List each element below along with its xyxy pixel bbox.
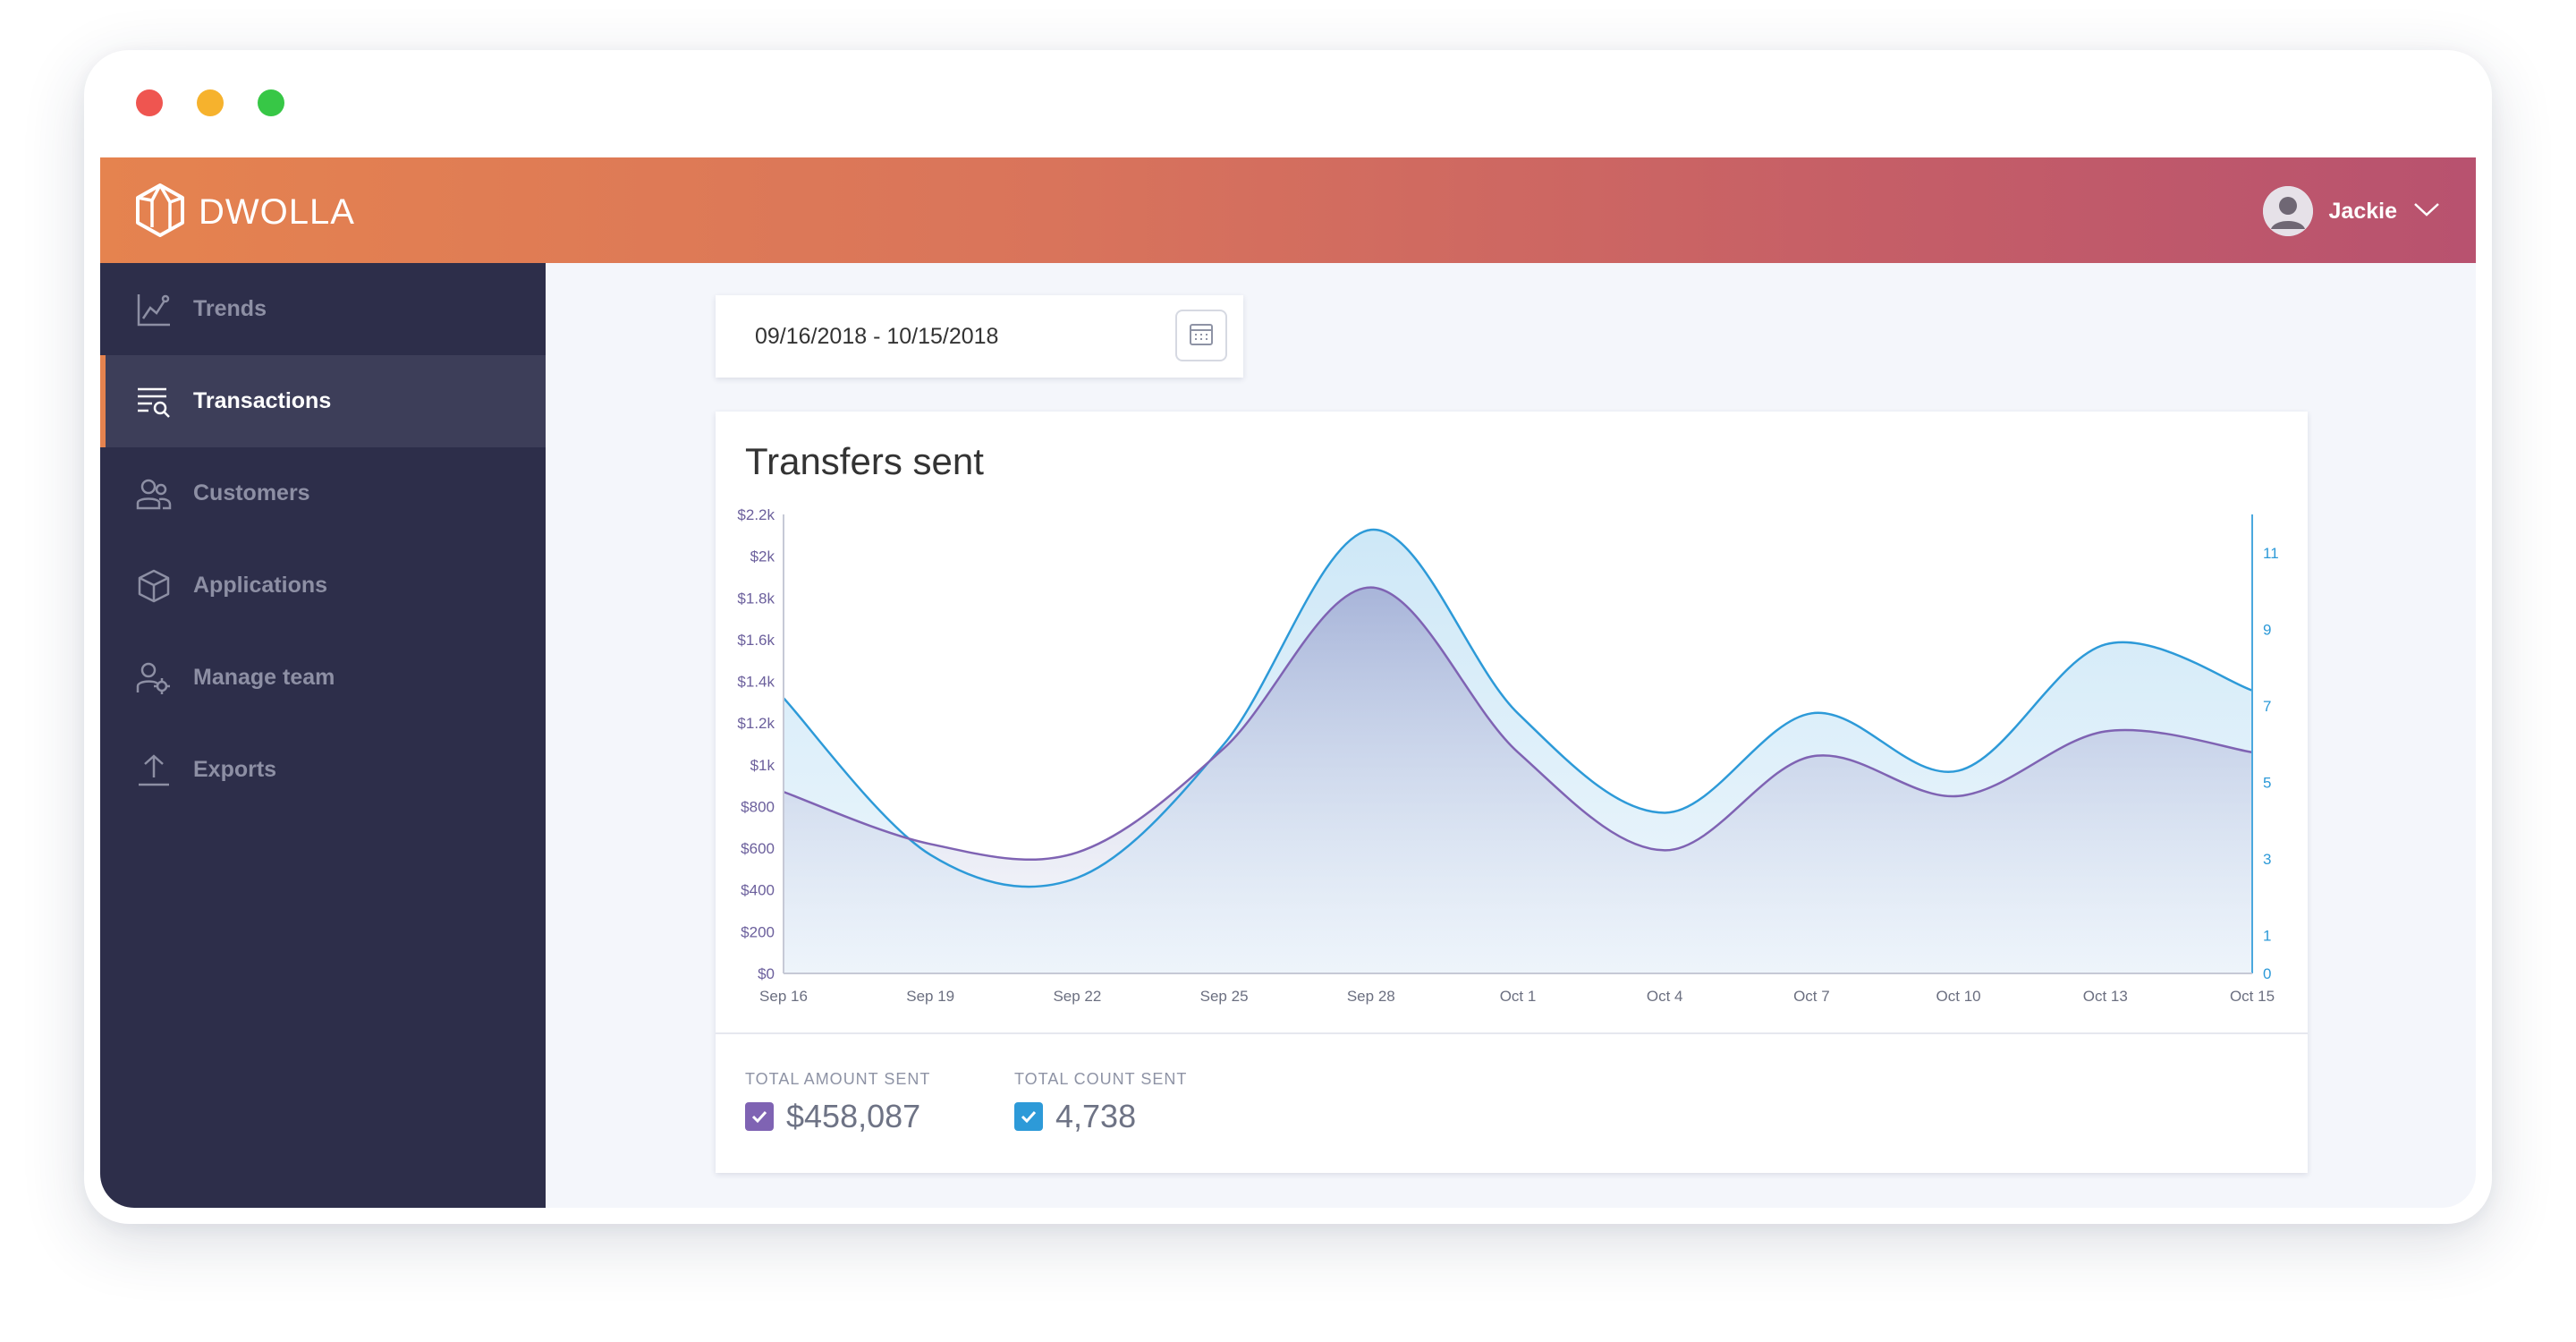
app-header: DWOLLA Jackie [100,157,2476,263]
y-right-tick-label: 0 [2263,965,2271,982]
x-tick-label: Oct 15 [2230,988,2275,1005]
count-series-line [783,528,2253,888]
sidebar-item-label: Trends [193,296,267,321]
y-left-tick-label: $2k [750,548,775,565]
dwolla-logo-icon [134,183,186,242]
stat-value: $458,087 [786,1098,921,1134]
stat-label: TOTAL AMOUNT SENT [745,1070,931,1088]
calendar-icon [1188,320,1215,352]
manage-team-icon [136,660,172,696]
y-left-tick-label: $1.8k [737,590,775,607]
stat-value: 4,738 [1055,1098,1137,1134]
applications-icon [136,568,172,604]
close-window-button[interactable] [136,89,163,116]
y-right-tick-label: 7 [2263,698,2271,715]
total-amount-stat: TOTAL AMOUNT SENT $458,087 [745,1070,930,1135]
x-tick-label: Sep 19 [906,988,954,1005]
count-series-checkbox[interactable] [1014,1102,1043,1131]
sidebar-item-applications[interactable]: Applications [100,539,546,632]
sidebar-item-exports[interactable]: Exports [100,724,546,816]
sidebar-item-label: Manage team [193,665,335,690]
sidebar-item-label: Applications [193,573,328,598]
y-left-tick-label: $1.4k [737,674,775,691]
chevron-down-icon [2413,200,2440,223]
transfers-chart: $0 $200 $400 $600 $800 $1k $1.2k $1.4k $1.6k $1.8… [737,506,2279,1005]
y-left-tick-label: $2.2k [737,506,775,523]
y-left-tick-label: $1.6k [737,632,775,649]
trends-icon [136,292,172,327]
sidebar-item-label: Customers [193,480,310,505]
browser-window: DWOLLA Jackie [84,50,2492,1224]
sidebar-item-trends[interactable]: Trends [100,263,546,355]
avatar [2262,186,2313,236]
transfers-chart-card: Transfers sent $0 $200 $400 $600 $800 $1k $1.2… [716,412,2308,1173]
x-tick-label: Sep 25 [1200,988,1249,1005]
y-left-tick-label: $400 [741,882,775,899]
x-tick-label: Sep 22 [1053,988,1101,1005]
exports-icon [136,752,172,788]
brand-name: DWOLLA [199,192,355,232]
x-tick-label: Oct 1 [1500,988,1537,1005]
x-tick-label: Oct 4 [1647,988,1683,1005]
amount-series-line [783,586,2253,861]
x-tick-label: Sep 16 [759,988,808,1005]
x-tick-label: Oct 13 [2083,988,2128,1005]
dwolla-logo[interactable]: DWOLLA [134,183,355,242]
y-left-tick-label: $200 [741,923,775,940]
y-right-tick-label: 11 [2263,545,2279,562]
x-tick-label: Oct 10 [1936,988,1981,1005]
x-tick-label: Sep 28 [1347,988,1395,1005]
sidebar-item-transactions[interactable]: Transactions [100,355,546,447]
maximize-window-button[interactable] [258,89,284,116]
y-left-tick-label: $1.2k [737,715,775,732]
sidebar: Trends Transactions Customers [100,263,546,1208]
minimize-window-button[interactable] [197,89,224,116]
x-tick-label: Oct 7 [1793,988,1830,1005]
sidebar-item-manage-team[interactable]: Manage team [100,632,546,724]
chart-title: Transfers sent [745,440,984,482]
transactions-icon [136,384,172,420]
y-right-tick-label: 9 [2263,621,2271,638]
y-right-tick-label: 3 [2263,851,2271,868]
window-controls [136,89,284,116]
y-left-tick-label: $0 [758,965,775,982]
divider [716,1032,2308,1034]
sidebar-item-customers[interactable]: Customers [100,447,546,539]
customers-icon [136,476,172,512]
checkmark-icon [751,1110,767,1124]
total-count-stat: TOTAL COUNT SENT 4,738 [1014,1070,1187,1135]
checkmark-icon [1021,1110,1037,1124]
y-right-tick-label: 5 [2263,774,2271,791]
calendar-button[interactable] [1175,310,1227,361]
date-range-value: 09/16/2018 - 10/15/2018 [755,324,999,349]
sidebar-item-label: Exports [193,757,277,782]
sidebar-item-label: Transactions [193,388,332,413]
date-range-picker[interactable]: 09/16/2018 - 10/15/2018 [716,295,1243,378]
stat-label: TOTAL COUNT SENT [1014,1070,1188,1088]
amount-series-checkbox[interactable] [745,1102,774,1131]
user-name: Jackie [2328,198,2397,224]
main-content: 09/16/2018 - 10/15/2018 Transfers sent $… [546,263,2476,1208]
y-left-tick-label: $1k [750,757,775,774]
y-left-tick-label: $600 [741,840,775,857]
user-menu[interactable]: Jackie [2262,186,2440,236]
y-right-tick-label: 1 [2263,927,2271,944]
amount-series-area [784,587,2252,973]
app: DWOLLA Jackie [100,157,2476,1208]
y-left-tick-label: $800 [741,798,775,815]
